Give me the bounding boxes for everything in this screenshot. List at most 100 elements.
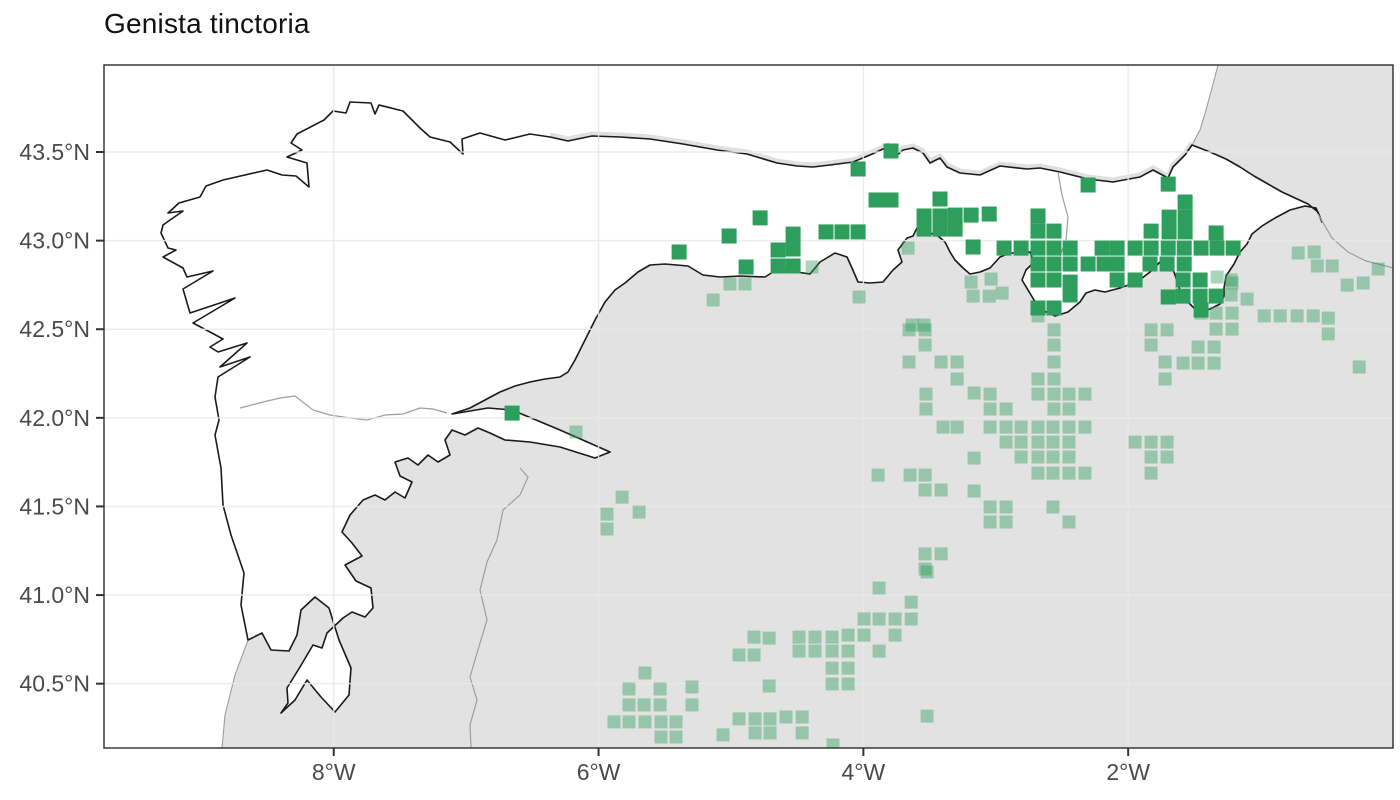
occurrence-square xyxy=(1144,450,1158,464)
occurrence-square xyxy=(934,483,948,497)
occurrence-square xyxy=(763,726,777,740)
occurrence-square xyxy=(1307,245,1321,259)
occurrence-square xyxy=(825,677,839,691)
occurrence-square xyxy=(1225,322,1239,336)
occurrence-square xyxy=(883,192,899,208)
occurrence-square xyxy=(1208,288,1224,304)
occurrence-square xyxy=(1158,372,1172,386)
occurrence-square xyxy=(1175,272,1191,288)
occurrence-square xyxy=(747,630,761,644)
x-tick-label: 6°W xyxy=(577,759,621,785)
occurrence-square xyxy=(1014,435,1028,449)
occurrence-square xyxy=(792,644,806,658)
occurrence-square xyxy=(932,221,948,237)
occurrence-square xyxy=(1046,420,1060,434)
occurrence-square xyxy=(1062,450,1076,464)
occurrence-square xyxy=(1078,420,1092,434)
y-tick-label: 40.5°N xyxy=(19,671,90,697)
occurrence-square xyxy=(996,240,1012,256)
occurrence-square xyxy=(638,715,652,729)
occurrence-square xyxy=(999,402,1013,416)
occurrence-square xyxy=(1078,466,1092,480)
occurrence-square xyxy=(1161,209,1177,225)
occurrence-square xyxy=(983,420,997,434)
occurrence-square xyxy=(1191,356,1205,370)
occurrence-square xyxy=(966,289,980,303)
occurrence-square xyxy=(999,500,1013,514)
occurrence-square xyxy=(868,192,884,208)
occurrence-square xyxy=(653,698,667,712)
occurrence-square xyxy=(762,631,776,645)
occurrence-square xyxy=(919,387,933,401)
occurrence-square xyxy=(903,468,917,482)
occurrence-square xyxy=(901,241,915,255)
occurrence-square xyxy=(1225,306,1239,320)
occurrence-square xyxy=(1030,256,1046,272)
y-tick-label: 43.0°N xyxy=(19,228,90,254)
occurrence-square xyxy=(785,258,801,274)
occurrence-square xyxy=(1046,466,1060,480)
occurrence-square xyxy=(1175,288,1191,304)
occurrence-square xyxy=(1143,223,1159,239)
occurrence-square xyxy=(936,420,950,434)
occurrence-square xyxy=(950,372,964,386)
occurrence-square xyxy=(637,698,651,712)
occurrence-square xyxy=(932,208,948,224)
occurrence-square xyxy=(738,259,754,275)
occurrence-square xyxy=(1031,450,1045,464)
occurrence-square xyxy=(934,547,948,561)
y-tick-label: 42.5°N xyxy=(19,316,90,342)
panel-border xyxy=(103,64,1394,749)
occurrence-square xyxy=(920,565,934,579)
occurrence-square xyxy=(983,387,997,401)
occurrence-square xyxy=(638,666,652,680)
occurrence-square xyxy=(1177,209,1193,225)
occurrence-square xyxy=(1062,515,1076,529)
occurrence-square xyxy=(1209,240,1225,256)
occurrence-square xyxy=(947,221,963,237)
occurrence-square xyxy=(932,191,948,207)
coast-halo xyxy=(549,131,1195,183)
occurrence-square xyxy=(1159,256,1175,272)
occurrence-square xyxy=(1013,240,1029,256)
occurrence-square xyxy=(1160,240,1176,256)
occurrence-square xyxy=(1210,270,1224,284)
occurrence-square xyxy=(770,242,786,258)
occurrence-square xyxy=(983,402,997,416)
occurrence-square xyxy=(872,612,886,626)
occurrence-square xyxy=(919,402,933,416)
occurrence-square xyxy=(967,451,981,465)
occurrence-square xyxy=(850,161,866,177)
occurrence-square xyxy=(918,338,932,352)
occurrence-square xyxy=(1160,323,1174,337)
occurrence-square xyxy=(1062,287,1078,303)
occurrence-square xyxy=(1062,435,1076,449)
occurrence-square xyxy=(1158,355,1172,369)
occurrence-square xyxy=(918,483,932,497)
occurrence-square xyxy=(1030,272,1046,288)
occurrence-square xyxy=(732,712,746,726)
occurrence-square xyxy=(762,679,776,693)
occurrence-square xyxy=(965,239,981,255)
occurrence-square xyxy=(1176,240,1192,256)
occurrence-square xyxy=(888,628,902,642)
occurrence-square xyxy=(1014,420,1028,434)
occurrence-square xyxy=(1207,340,1221,354)
occurrence-square xyxy=(1160,176,1176,192)
occurrence-square xyxy=(779,710,793,724)
occurrence-square xyxy=(669,715,683,729)
occurrence-square xyxy=(888,612,902,626)
occurrence-square xyxy=(569,425,583,439)
occurrence-square xyxy=(1031,372,1045,386)
occurrence-square xyxy=(905,318,919,332)
occurrence-square xyxy=(1340,278,1354,292)
occurrence-square xyxy=(685,680,699,694)
occurrence-square xyxy=(1356,276,1370,290)
occurrence-square xyxy=(1225,240,1241,256)
occurrence-square xyxy=(805,260,819,274)
occurrence-square xyxy=(615,490,629,504)
occurrence-square xyxy=(1160,289,1176,305)
occurrence-square xyxy=(950,355,964,369)
occurrence-square xyxy=(752,210,768,226)
occurrence-square xyxy=(600,522,614,536)
